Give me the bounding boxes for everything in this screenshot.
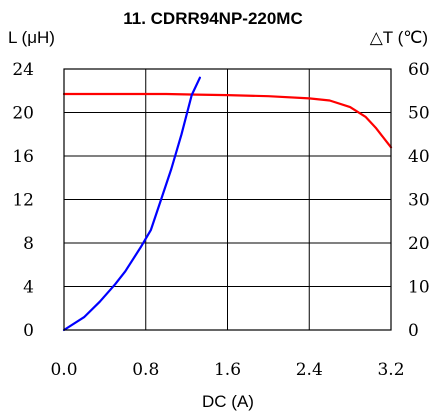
x-tick-label: 1.6 <box>214 360 241 380</box>
y-right-tick-label: 30 <box>408 191 430 211</box>
plot-frame <box>63 68 392 331</box>
x-tick-label: 0.8 <box>132 360 159 380</box>
y-left-tick-label: 16 <box>12 147 34 167</box>
y-right-tick-label: 60 <box>408 60 430 80</box>
y-left-tick-label: 20 <box>12 104 34 124</box>
y-right-tick-label: 50 <box>408 104 430 124</box>
y-left-axis-label: L (μH) <box>8 28 55 47</box>
x-tick-label: 3.2 <box>377 360 404 380</box>
y-right-tick-label: 10 <box>408 278 430 298</box>
x-tick-label: 0.0 <box>50 360 77 380</box>
y-right-tick-label: 40 <box>408 147 430 167</box>
inductance-curve <box>62 92 393 149</box>
x-axis-label: DC (A) <box>202 392 254 411</box>
x-tick-label: 2.4 <box>296 360 323 380</box>
series <box>62 76 393 332</box>
y-left-tick-label: 0 <box>23 321 34 341</box>
y-right-tick-label: 0 <box>408 321 419 341</box>
y-left-tick-label: 8 <box>23 234 34 254</box>
y-right-axis-label: △T (℃) <box>370 28 428 47</box>
temperature-rise-curve <box>62 76 201 332</box>
y-left-tick-label: 24 <box>12 60 34 80</box>
chart-title: 11. CDRR94NP-220MC <box>123 9 303 28</box>
grid <box>64 69 391 330</box>
y-left-tick-label: 12 <box>12 191 34 211</box>
y-right-tick-label: 20 <box>408 234 430 254</box>
y-left-tick-label: 4 <box>23 278 34 298</box>
